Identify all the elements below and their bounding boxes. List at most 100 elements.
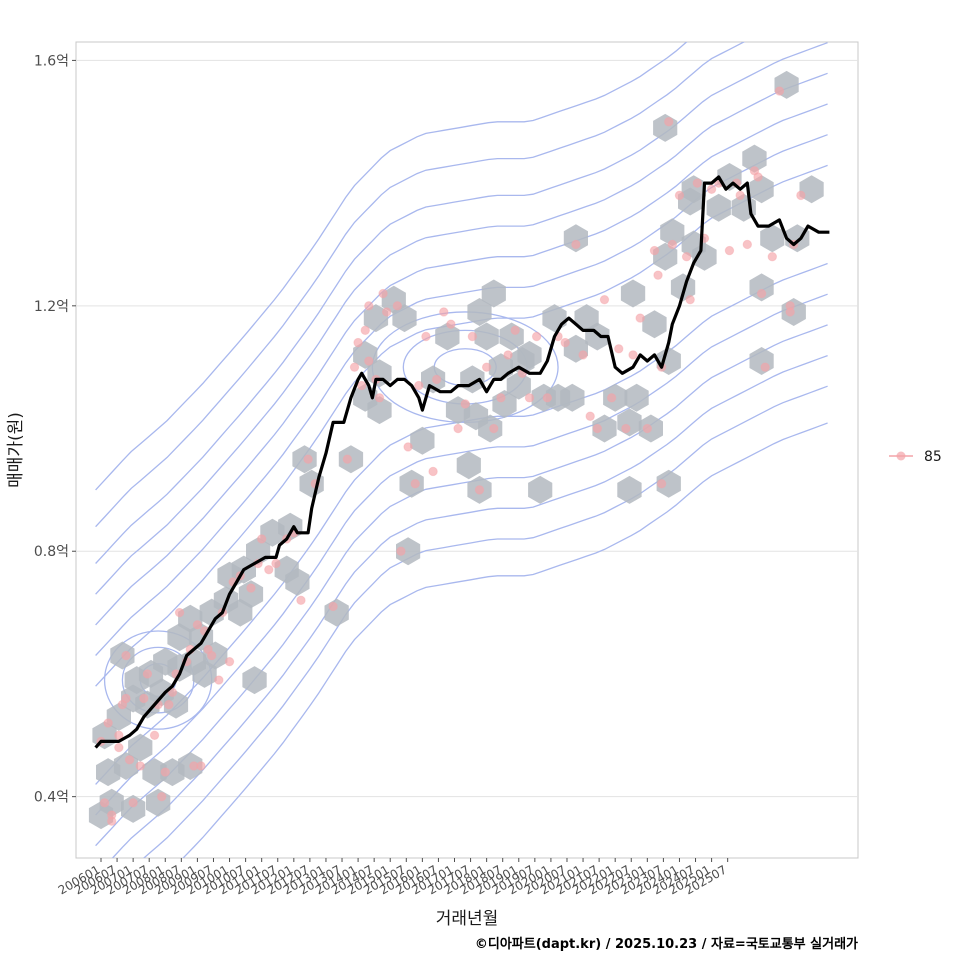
hexbin xyxy=(192,659,217,688)
data-point xyxy=(353,337,363,348)
hexbin xyxy=(121,794,146,823)
data-point xyxy=(474,485,485,495)
data-point xyxy=(706,184,717,194)
hexbin xyxy=(620,279,646,308)
data-point xyxy=(396,546,406,556)
data-point xyxy=(349,362,360,372)
plot-panel xyxy=(75,41,859,859)
data-point xyxy=(742,239,753,250)
data-point xyxy=(360,325,370,336)
hexbin xyxy=(560,383,585,412)
hexbin xyxy=(285,567,310,596)
data-point xyxy=(271,558,281,569)
data-point xyxy=(592,423,603,434)
data-point xyxy=(124,755,135,765)
contour-line xyxy=(95,42,828,564)
data-point xyxy=(156,791,167,802)
hexbin xyxy=(228,598,253,627)
hexbin xyxy=(410,426,435,455)
contour-line xyxy=(111,354,828,858)
hexbin xyxy=(396,537,421,566)
data-point xyxy=(664,117,674,127)
hexbin xyxy=(392,304,417,333)
hexbin xyxy=(656,469,681,498)
data-point xyxy=(621,423,631,434)
data-point xyxy=(246,583,256,593)
data-point xyxy=(160,767,170,777)
data-point xyxy=(224,656,235,667)
contour-line xyxy=(95,324,828,847)
data-point xyxy=(642,423,653,434)
data-point xyxy=(107,810,117,820)
data-point xyxy=(356,380,367,391)
data-point xyxy=(342,454,353,464)
data-point xyxy=(724,245,735,256)
data-point xyxy=(264,564,274,575)
contour-line xyxy=(95,103,828,626)
data-point xyxy=(453,423,463,434)
legend-label: 85 xyxy=(924,449,942,465)
hexbin xyxy=(128,733,153,762)
data-point xyxy=(206,650,217,661)
hexbin xyxy=(574,304,599,333)
data-point xyxy=(503,350,513,360)
data-point xyxy=(785,307,795,317)
contour-line xyxy=(142,385,828,858)
data-point xyxy=(392,301,403,311)
contour-line xyxy=(95,42,746,528)
data-point xyxy=(628,350,638,360)
data-point xyxy=(753,172,763,182)
data-point xyxy=(174,607,185,618)
data-point xyxy=(378,288,388,299)
data-point xyxy=(431,374,442,385)
data-point xyxy=(381,307,392,317)
data-point xyxy=(421,331,431,342)
hexbin xyxy=(474,322,499,351)
hexbin xyxy=(742,144,767,173)
x-axis: 2006012006072007012007072008012008072009… xyxy=(56,858,729,898)
data-point xyxy=(196,761,206,771)
data-point xyxy=(685,294,695,305)
hexbin xyxy=(692,242,717,271)
hexbin xyxy=(760,224,785,253)
x-axis-title: 거래년월 xyxy=(436,909,499,929)
hexbin xyxy=(467,298,492,326)
y-axis: 0.4억 0.8억 1.2억 1.6억 xyxy=(34,53,76,806)
data-point xyxy=(735,190,745,201)
hexbin xyxy=(167,623,192,652)
hexbin xyxy=(653,242,678,271)
data-point xyxy=(571,239,581,250)
data-point xyxy=(481,362,492,372)
data-point xyxy=(649,245,660,256)
contour-line xyxy=(95,164,828,687)
data-point xyxy=(446,319,456,329)
data-point xyxy=(524,393,535,403)
data-point xyxy=(774,86,785,96)
data-point xyxy=(796,190,806,201)
data-point xyxy=(139,693,149,704)
data-point xyxy=(128,798,138,808)
hexbin xyxy=(99,788,124,817)
legend[interactable]: 85 xyxy=(889,449,942,465)
data-point xyxy=(692,178,703,188)
data-point xyxy=(578,350,588,360)
data-point xyxy=(114,742,124,753)
hexbin xyxy=(749,273,774,302)
contour-line xyxy=(95,293,828,816)
y-axis-title: 매매가(원) xyxy=(6,412,26,488)
hexbin xyxy=(642,310,667,339)
density-contours xyxy=(95,42,828,858)
data-point xyxy=(410,479,420,489)
hexbin xyxy=(517,340,542,369)
data-point xyxy=(760,362,770,372)
y-tick-label: 0.4억 xyxy=(34,790,69,806)
data-point xyxy=(667,239,678,250)
contour-line xyxy=(95,42,688,491)
data-point xyxy=(656,479,667,489)
data-point xyxy=(99,798,110,808)
hexbin xyxy=(435,322,460,351)
hexbin xyxy=(624,383,649,412)
hexbin xyxy=(563,224,588,253)
data-point xyxy=(256,534,267,544)
